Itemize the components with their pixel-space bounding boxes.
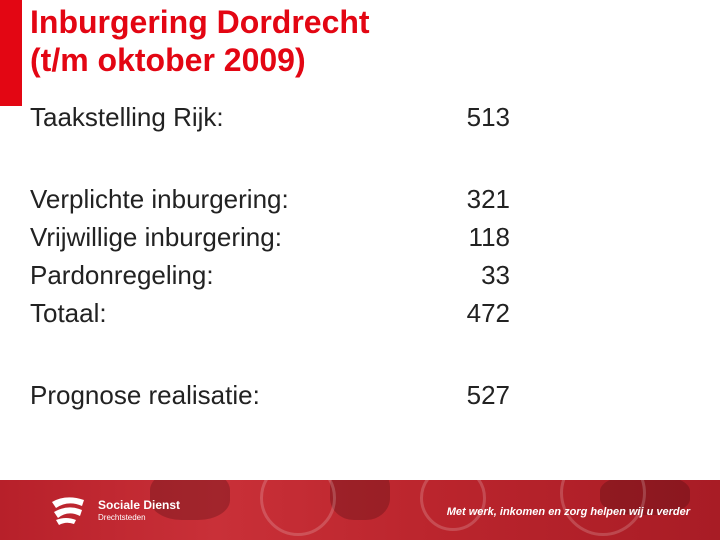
- stat-value: 118: [468, 222, 510, 252]
- spacer: [30, 332, 530, 376]
- footer-slogan: Met werk, inkomen en zorg helpen wij u v…: [446, 506, 690, 518]
- stat-label: Totaal:: [30, 298, 107, 328]
- bicycle-wheel-shape: [420, 480, 486, 531]
- stat-value: 33: [481, 260, 510, 290]
- stat-row-totaal: Totaal: 472: [30, 294, 530, 332]
- stat-value: 321: [466, 184, 510, 214]
- stat-value: 472: [466, 298, 510, 328]
- stat-row-pardon: Pardonregeling: 33: [30, 256, 530, 294]
- slide-title-line-1: Inburgering Dordrecht: [30, 4, 370, 40]
- brand-subtitle: Drechtsteden: [98, 513, 146, 522]
- stat-value: 527: [466, 380, 510, 410]
- stat-row-vrijwillig: Vrijwillige inburgering: 118: [30, 218, 530, 256]
- slide-title: Inburgering Dordrecht (t/m oktober 2009): [30, 3, 370, 79]
- background-photo-shape: [330, 480, 390, 520]
- sociale-dienst-logo-icon: [52, 497, 84, 525]
- stat-label: Verplichte inburgering:: [30, 184, 289, 214]
- stat-value: 513: [466, 102, 510, 132]
- statistics-list: Taakstelling Rijk: 513 Verplichte inburg…: [30, 98, 530, 414]
- footer-banner: Sociale Dienst Drechtsteden Met werk, in…: [0, 480, 720, 540]
- stat-label: Taakstelling Rijk:: [30, 102, 224, 132]
- spacer: [30, 136, 530, 180]
- stat-row-verplicht: Verplichte inburgering: 321: [30, 180, 530, 218]
- stat-label: Pardonregeling:: [30, 260, 214, 290]
- brand-name: Sociale Dienst: [98, 498, 181, 512]
- slide-title-line-2: (t/m oktober 2009): [30, 42, 306, 78]
- stat-row-prognose: Prognose realisatie: 527: [30, 376, 530, 414]
- bicycle-wheel-shape: [260, 480, 336, 536]
- title-accent-bar: [0, 0, 22, 106]
- stat-label: Vrijwillige inburgering:: [30, 222, 282, 252]
- background-photo-shape: [150, 480, 230, 520]
- stat-row-taakstelling: Taakstelling Rijk: 513: [30, 98, 530, 136]
- stat-label: Prognose realisatie:: [30, 380, 260, 410]
